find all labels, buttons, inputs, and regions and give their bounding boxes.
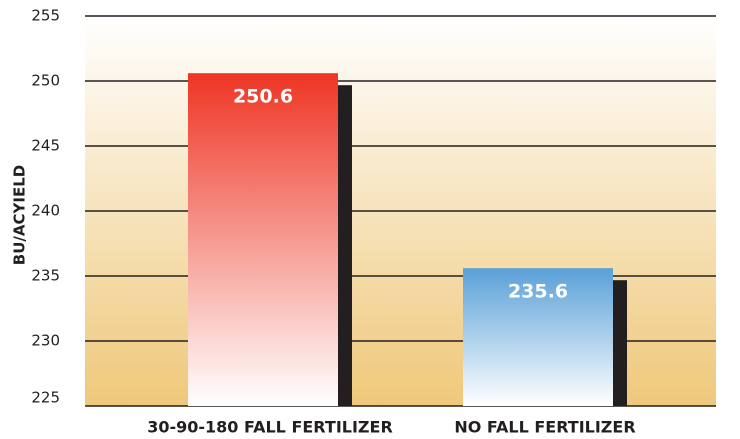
y-tick-label: 240 [31, 202, 60, 220]
bar [463, 268, 613, 406]
y-tick-label: 255 [31, 7, 60, 25]
bar-shadow [613, 280, 627, 406]
y-tick-label: 230 [31, 332, 60, 350]
y-tick-label: 225 [31, 389, 60, 407]
bar [188, 73, 338, 406]
y-tick-label: 235 [31, 267, 60, 285]
y-axis-label: BU/ACYIELD [11, 165, 29, 265]
x-tick-label: 30-90-180 FALL FERTILIZER [147, 418, 393, 437]
y-tick-label: 245 [31, 137, 60, 155]
data-label: 235.6 [508, 281, 568, 303]
data-label: 250.6 [233, 86, 293, 108]
y-tick-label: 250 [31, 72, 60, 90]
x-tick-label: NO FALL FERTILIZER [454, 418, 635, 437]
bar-shadow [338, 85, 352, 406]
